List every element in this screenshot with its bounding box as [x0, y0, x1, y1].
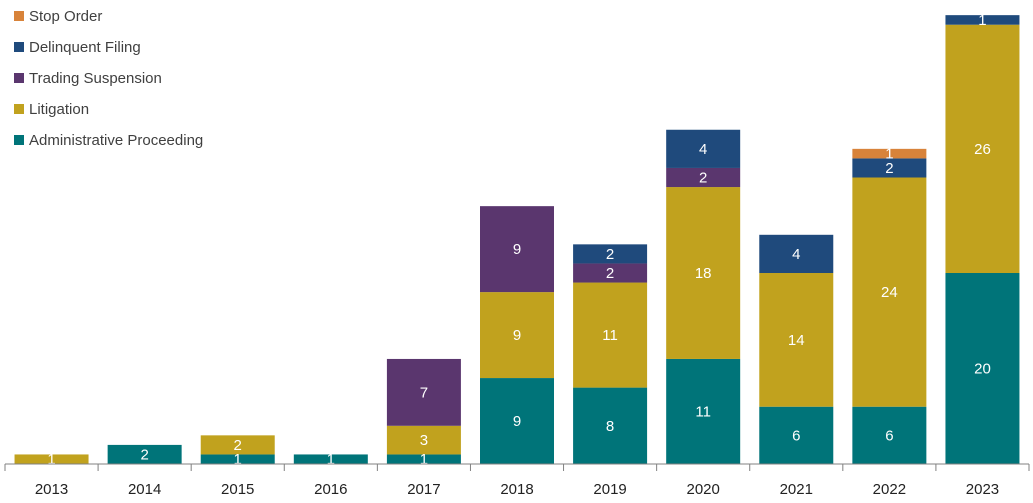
- x-tick-label-2018: 2018: [500, 481, 533, 498]
- x-tick-label-2017: 2017: [407, 481, 440, 498]
- bar-2020-administrative-proceeding: [666, 358, 741, 464]
- bar-2014-administrative-proceeding: [107, 444, 182, 464]
- data-label-2020-litigation: 18: [695, 265, 712, 282]
- data-label-2022-litigation: 24: [881, 284, 898, 301]
- data-label-2018-litigation: 9: [513, 327, 521, 344]
- legend-label-administrative-proceeding: Administrative Proceeding: [29, 132, 203, 149]
- x-tick-label-2023: 2023: [966, 481, 999, 498]
- legend-label-trading-suspension: Trading Suspension: [29, 70, 162, 87]
- data-label-2023-administrative-proceeding: 20: [974, 361, 991, 378]
- bar-2018-litigation: [480, 292, 554, 379]
- bar-2018-trading-suspension: [480, 206, 554, 293]
- data-label-2015-litigation: 2: [234, 437, 242, 454]
- data-label-2020-delinquent-filing: 4: [699, 141, 707, 158]
- legend-swatch-stop-order: [14, 11, 24, 21]
- data-label-2022-stop-order: 1: [885, 146, 893, 163]
- bar-2023-delinquent-filing: [945, 15, 1020, 25]
- bar-2015-litigation: [200, 435, 275, 455]
- legend-swatch-administrative-proceeding: [14, 135, 24, 145]
- bar-2023-administrative-proceeding: [945, 273, 1020, 464]
- data-label-2022-administrative-proceeding: 6: [885, 427, 893, 444]
- data-label-2023-delinquent-filing: 1: [978, 12, 986, 29]
- data-label-2021-litigation: 14: [788, 332, 805, 349]
- x-tick-label-2013: 2013: [35, 481, 68, 498]
- bar-2017-administrative-proceeding: [386, 454, 461, 464]
- bar-2019-litigation: [573, 282, 648, 388]
- bars: [14, 15, 1020, 464]
- x-tick-label-2019: 2019: [593, 481, 626, 498]
- bar-2019-delinquent-filing: [573, 244, 648, 264]
- bar-2022-litigation: [852, 177, 927, 407]
- bar-2022-stop-order: [852, 148, 927, 159]
- data-label-2022-delinquent-filing: 2: [885, 160, 893, 177]
- x-tick-label-2014: 2014: [128, 481, 161, 498]
- bar-2023-litigation: [945, 24, 1020, 274]
- data-label-2013-litigation: 1: [47, 451, 55, 468]
- legend-swatch-trading-suspension: [14, 73, 24, 83]
- data-label-2018-administrative-proceeding: 9: [513, 413, 521, 430]
- bar-2019-administrative-proceeding: [573, 387, 648, 464]
- bar-2017-litigation: [386, 425, 461, 455]
- x-tick-label-2015: 2015: [221, 481, 254, 498]
- legend-swatch-delinquent-filing: [14, 42, 24, 52]
- legend-swatch-litigation: [14, 104, 24, 114]
- data-label-2021-administrative-proceeding: 6: [792, 427, 800, 444]
- legend-label-stop-order: Stop Order: [29, 8, 102, 25]
- bar-2021-administrative-proceeding: [759, 406, 834, 464]
- legend-label-litigation: Litigation: [29, 101, 89, 118]
- data-label-2018-trading-suspension: 9: [513, 241, 521, 258]
- bar-2019-trading-suspension: [573, 263, 648, 283]
- data-label-2019-trading-suspension: 2: [606, 265, 614, 282]
- bar-2020-delinquent-filing: [666, 129, 741, 168]
- bar-2021-delinquent-filing: [759, 234, 834, 273]
- data-label-2015-administrative-proceeding: 1: [234, 451, 242, 468]
- bar-2018-administrative-proceeding: [480, 378, 554, 464]
- data-label-2023-litigation: 26: [974, 141, 991, 158]
- data-label-2019-administrative-proceeding: 8: [606, 418, 614, 435]
- bar-2017-trading-suspension: [386, 358, 461, 426]
- data-label-2019-delinquent-filing: 2: [606, 246, 614, 263]
- bar-2015-administrative-proceeding: [200, 454, 275, 464]
- x-tick-label-2022: 2022: [873, 481, 906, 498]
- data-label-2017-trading-suspension: 7: [420, 384, 428, 401]
- bar-2022-administrative-proceeding: [852, 406, 927, 464]
- bar-2020-litigation: [666, 187, 741, 359]
- data-label-2014-administrative-proceeding: 2: [140, 446, 148, 463]
- bar-2013-litigation: [14, 454, 89, 464]
- x-tick-label-2016: 2016: [314, 481, 347, 498]
- data-label-2016-administrative-proceeding: 1: [327, 451, 335, 468]
- x-axis: 2013 2014 2015 2016 2017 2018 2019 2020 2021 2022…: [4, 463, 1030, 498]
- data-label-2017-litigation: 3: [420, 432, 428, 449]
- data-label-2020-administrative-proceeding: 11: [695, 403, 711, 420]
- legend-label-delinquent-filing: Delinquent Filing: [29, 39, 141, 56]
- data-label-2019-litigation: 11: [602, 327, 618, 344]
- data-label-2017-administrative-proceeding: 1: [420, 451, 428, 468]
- bar-2016-administrative-proceeding: [293, 454, 368, 464]
- bar-2020-trading-suspension: [666, 167, 741, 188]
- data-label-2020-trading-suspension: 2: [699, 170, 707, 187]
- bar-2022-delinquent-filing: [852, 158, 927, 178]
- legend: Stop Order Delinquent Filing Trading Suspe…: [14, 8, 203, 149]
- data-label-2021-delinquent-filing: 4: [792, 246, 800, 263]
- x-tick-label-2020: 2020: [686, 481, 719, 498]
- x-tick-label-2021: 2021: [780, 481, 813, 498]
- bar-2021-litigation: [759, 273, 834, 407]
